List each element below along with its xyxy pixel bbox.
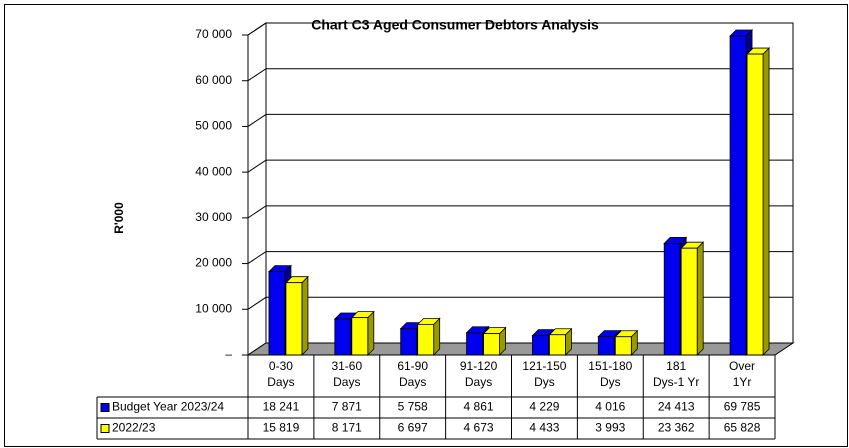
bar — [663, 242, 681, 356]
data-label: 65 828 — [724, 421, 761, 435]
bar — [729, 35, 747, 356]
bar — [680, 247, 698, 356]
bar-group — [680, 241, 705, 356]
x-tick-label: Days — [267, 375, 294, 389]
grid-line — [247, 205, 793, 219]
data-label: 15 819 — [263, 421, 300, 435]
bar-side — [696, 241, 704, 356]
bar — [351, 317, 369, 356]
x-tick-label: Dys-1 Yr — [653, 375, 699, 389]
bar-side — [762, 47, 770, 356]
bar — [400, 328, 418, 356]
chart-title: Chart C3 Aged Consumer Debtors Analysis — [311, 17, 599, 33]
x-tick-label: Dys — [600, 375, 621, 389]
bar — [746, 53, 764, 356]
grid-line — [247, 159, 793, 173]
bar — [532, 335, 549, 356]
data-label: 4 673 — [464, 421, 494, 435]
bar-side — [367, 310, 375, 356]
y-tick-label: 50 000 — [195, 119, 232, 133]
data-label: 4 016 — [595, 400, 625, 414]
bar — [614, 336, 632, 356]
data-label: 5 758 — [398, 400, 428, 414]
grid-line — [247, 251, 793, 264]
x-tick-label: Days — [333, 375, 360, 389]
x-tick-label: 151-180 — [588, 359, 632, 373]
x-tick-label: Days — [399, 375, 426, 389]
x-tick-label: 121-150 — [522, 359, 566, 373]
bar — [268, 271, 286, 356]
legend-key — [100, 424, 110, 433]
legend-label: Budget Year 2023/24 — [112, 400, 224, 414]
data-label: 69 785 — [724, 400, 761, 414]
data-label: 4 433 — [529, 421, 559, 435]
grid-line — [247, 68, 793, 82]
x-tick-label: 31-60 — [331, 359, 362, 373]
y-tick-label: 20 000 — [195, 256, 232, 270]
bar-group — [350, 310, 375, 356]
data-label: 24 413 — [658, 400, 695, 414]
x-tick-label: Days — [465, 375, 492, 389]
data-label: 8 171 — [332, 421, 362, 435]
data-label: 23 362 — [658, 421, 695, 435]
y-tick-label: 40 000 — [195, 164, 232, 178]
bar — [466, 332, 483, 356]
bar — [597, 336, 615, 356]
bar — [417, 323, 435, 356]
side-wall — [247, 22, 267, 356]
y-axis-label: R'000 — [112, 202, 126, 234]
floor — [246, 342, 795, 356]
y-tick-label: – — [225, 347, 232, 361]
bar-group — [284, 275, 309, 356]
x-tick-label: 61-90 — [397, 359, 428, 373]
grid-line — [247, 296, 793, 310]
legend-label: 2022/23 — [112, 421, 156, 435]
bar-group — [416, 317, 441, 356]
bar-group — [614, 329, 639, 356]
bar-group — [482, 326, 507, 356]
x-tick-label: Dys — [534, 375, 555, 389]
data-label: 4 861 — [464, 400, 494, 414]
bar — [549, 334, 566, 356]
y-tick-label: 10 000 — [195, 301, 232, 315]
back-wall — [265, 22, 794, 344]
bar — [483, 333, 500, 356]
bar — [285, 282, 303, 356]
bar-group — [548, 327, 573, 356]
data-label: 3 993 — [595, 421, 625, 435]
x-tick-label: 91-120 — [460, 359, 498, 373]
data-label: 7 871 — [332, 400, 362, 414]
bar-group — [746, 47, 771, 356]
grid-line — [247, 22, 793, 36]
data-label: 4 229 — [529, 400, 559, 414]
bar-side — [301, 275, 309, 356]
legend-key — [100, 403, 110, 412]
x-tick-label: 1Yr — [733, 375, 752, 389]
data-label: 6 697 — [398, 421, 428, 435]
bar — [334, 318, 352, 356]
grid-line — [247, 113, 793, 127]
y-tick-label: 70 000 — [195, 27, 232, 41]
y-tick-label: 60 000 — [195, 73, 232, 87]
x-tick-label: 0-30 — [269, 359, 293, 373]
y-tick-label: 30 000 — [195, 210, 232, 224]
data-label: 18 241 — [263, 400, 300, 414]
x-tick-label: Over — [729, 359, 755, 373]
x-tick-label: 181 — [666, 359, 686, 373]
